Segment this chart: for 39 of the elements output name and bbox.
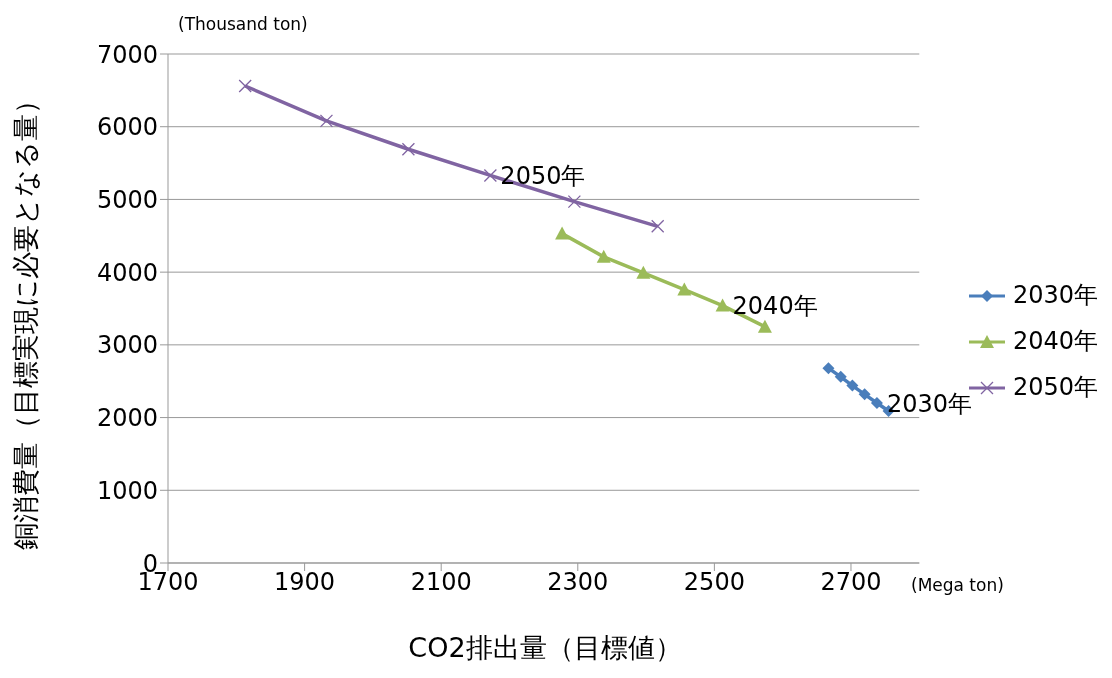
x-tick-label: 2500 <box>683 568 745 597</box>
y-axis-title: 銅消費量（目標実現に必要となる量） <box>9 86 42 550</box>
point <box>846 379 859 392</box>
y-tick-label: 4000 <box>96 258 158 287</box>
point <box>651 219 665 233</box>
point <box>757 319 772 333</box>
y-tick-label: 1000 <box>96 476 158 505</box>
point <box>715 298 730 312</box>
point <box>319 114 334 128</box>
annotation: 2040年 <box>732 292 818 321</box>
point <box>870 397 883 410</box>
x-tick-label: 1900 <box>274 568 336 597</box>
y-tick-label: 6000 <box>96 113 158 142</box>
point <box>677 282 692 296</box>
point <box>822 362 835 375</box>
legend-label: 2030年 <box>1012 280 1098 309</box>
point <box>401 142 416 156</box>
legend-label: 2050年 <box>1012 372 1098 401</box>
point <box>567 194 582 209</box>
point <box>636 265 651 279</box>
annotation: 2030年 <box>886 389 973 418</box>
y-tick-label: 7000 <box>96 40 158 69</box>
text: (Thousand ton) <box>178 14 308 34</box>
annotation: 2050年 <box>500 161 586 190</box>
x-tick-label: 2700 <box>820 568 882 597</box>
point <box>555 226 570 240</box>
point <box>858 388 871 401</box>
x-axis-title: CO2排出量（目標値） <box>408 631 682 665</box>
y-tick-label: 3000 <box>96 331 158 360</box>
y-tick-label: 2000 <box>96 404 158 433</box>
y-tick-label: 5000 <box>96 185 158 214</box>
point <box>483 168 498 183</box>
point <box>596 249 611 263</box>
text: (Mega ton) <box>911 575 1004 595</box>
x-tick-label: 2300 <box>547 568 609 597</box>
point <box>238 79 252 93</box>
x-tick-label: 2100 <box>410 568 472 597</box>
point <box>834 370 847 383</box>
legend-label: 2040年 <box>1012 326 1098 355</box>
